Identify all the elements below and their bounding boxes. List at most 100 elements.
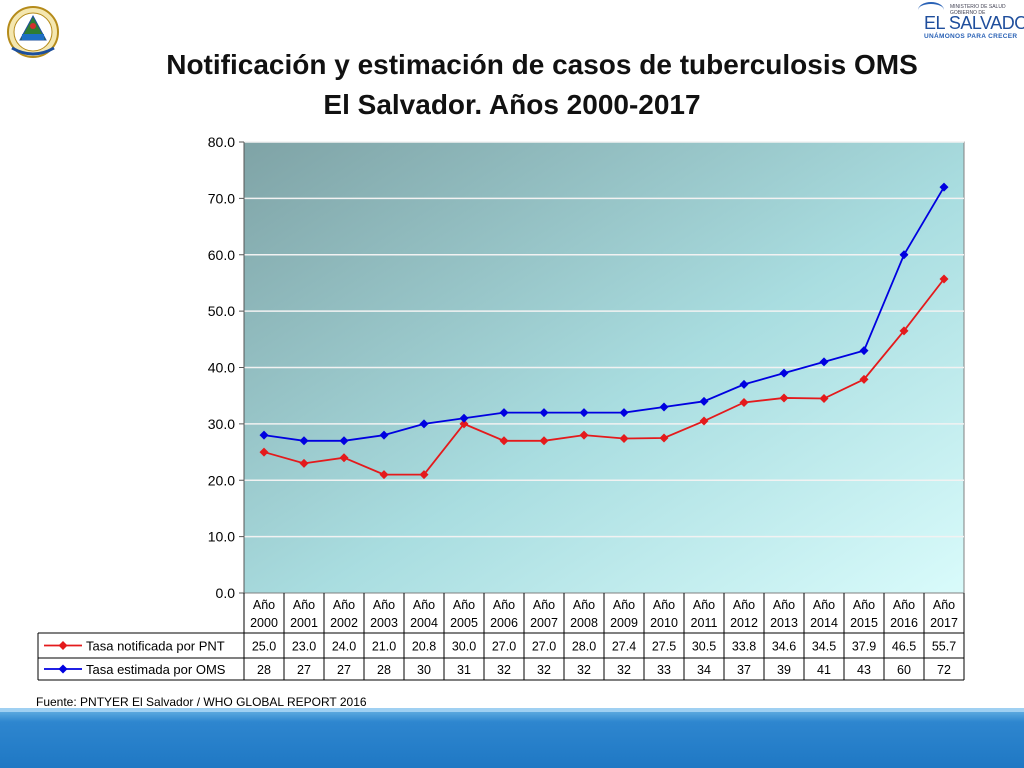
data-label: 27.0 [532,640,556,654]
data-point [899,326,909,336]
data-label: 28 [377,663,391,677]
data-point [339,436,349,446]
source-note: Fuente: PNTYER El Salvador / WHO GLOBAL … [36,695,367,709]
legend-marker [58,641,68,650]
data-point [859,374,869,384]
data-point [659,402,669,412]
x-tick-label: 2016 [890,616,918,630]
y-tick-label: 60.0 [208,247,235,263]
data-label: 46.5 [892,640,916,654]
page-title: Notificación y estimación de casos de tu… [166,49,918,80]
data-point [499,408,509,418]
data-label: 27.0 [492,640,516,654]
logo-country-text: EL SALVADOR [924,13,1024,33]
data-point [299,458,309,468]
x-tick-label: 2011 [691,616,718,630]
x-tick-label: 2000 [250,616,278,630]
x-tick-label: Año [453,598,475,612]
data-label: 60 [897,663,911,677]
data-point [939,274,949,284]
x-tick-label: Año [533,598,555,612]
data-label: 25.0 [252,640,276,654]
data-point [459,419,469,429]
data-label: 27.4 [612,640,636,654]
x-tick-label: 2005 [450,616,478,630]
x-tick-label: Año [333,598,355,612]
x-tick-label: Año [293,598,315,612]
x-tick-label: 2001 [290,616,318,630]
x-tick-label: Año [613,598,635,612]
data-label: 55.7 [932,640,956,654]
data-label: 28.0 [572,640,596,654]
y-tick-label: 80.0 [208,134,235,150]
data-label: 27 [297,663,311,677]
data-point [739,379,749,389]
x-tick-label: 2014 [810,616,838,630]
data-label: 20.8 [412,640,436,654]
data-point [779,393,789,403]
data-point [579,408,589,418]
data-label: 24.0 [332,640,356,654]
x-tick-label: 2015 [850,616,878,630]
data-point [259,447,269,457]
coat-of-arms-logo [4,4,62,60]
legend-label: Tasa estimada por OMS [86,662,226,677]
x-tick-label: Año [893,598,915,612]
data-label: 39 [777,663,791,677]
data-label: 28 [257,663,271,677]
data-point [299,436,309,446]
x-tick-label: 2010 [650,616,678,630]
footer-stripe [0,708,1024,714]
data-label: 33 [657,663,671,677]
data-label: 41 [817,663,831,677]
data-label: 37 [737,663,751,677]
data-point [579,430,589,440]
x-tick-label: 2008 [570,616,598,630]
data-label: 32 [497,663,511,677]
data-point [419,470,429,480]
series-line-notificada [263,278,945,476]
logo-slogan-text: UNÁMONOS PARA CRECER [924,33,1018,40]
data-point [739,397,749,407]
y-tick-label: 40.0 [208,360,235,376]
y-tick-label: 30.0 [208,416,235,432]
y-tick-label: 10.0 [208,529,235,545]
y-tick-label: 0.0 [216,585,236,601]
data-label: 32 [617,663,631,677]
x-tick-label: Año [813,598,835,612]
x-tick-label: Año [573,598,595,612]
x-tick-label: 2017 [930,616,958,630]
x-tick-label: Año [693,598,715,612]
data-label: 34.5 [812,640,836,654]
data-label: 30 [417,663,431,677]
x-tick-label: 2013 [770,616,798,630]
data-point [379,470,389,480]
x-tick-label: Año [653,598,675,612]
data-label: 33.8 [732,640,756,654]
data-label: 23.0 [292,640,316,654]
x-tick-label: Año [933,598,955,612]
data-label: 34.6 [772,640,796,654]
data-point [819,357,829,367]
data-point [339,453,349,463]
x-tick-label: Año [853,598,875,612]
x-tick-label: Año [493,598,515,612]
data-label: 43 [857,663,871,677]
footer-bar [0,712,1024,768]
tuberculosis-line-chart: 0.0 10.0 20.0 30.0 40.0 50.0 60.0 70.0 80.0 Año 2… [37,134,965,681]
legend-label: Tasa notificada por PNT [86,639,225,654]
x-tick-label: 2006 [490,616,518,630]
data-label: 21.0 [372,640,396,654]
data-point [539,408,549,418]
logo-government-text: GOBIERNO DE [950,10,986,16]
x-tick-label: Año [253,598,275,612]
logo-ministry-text: MINISTERIO DE SALUD [950,4,1006,10]
data-point [539,436,549,446]
data-point [619,434,629,444]
data-label: 30.0 [452,640,476,654]
x-tick-label: 2012 [730,616,758,630]
series-line-estimada [263,186,945,442]
data-label: 27 [337,663,351,677]
data-point [419,419,429,429]
page-subtitle: El Salvador. Años 2000-2017 [323,89,701,120]
